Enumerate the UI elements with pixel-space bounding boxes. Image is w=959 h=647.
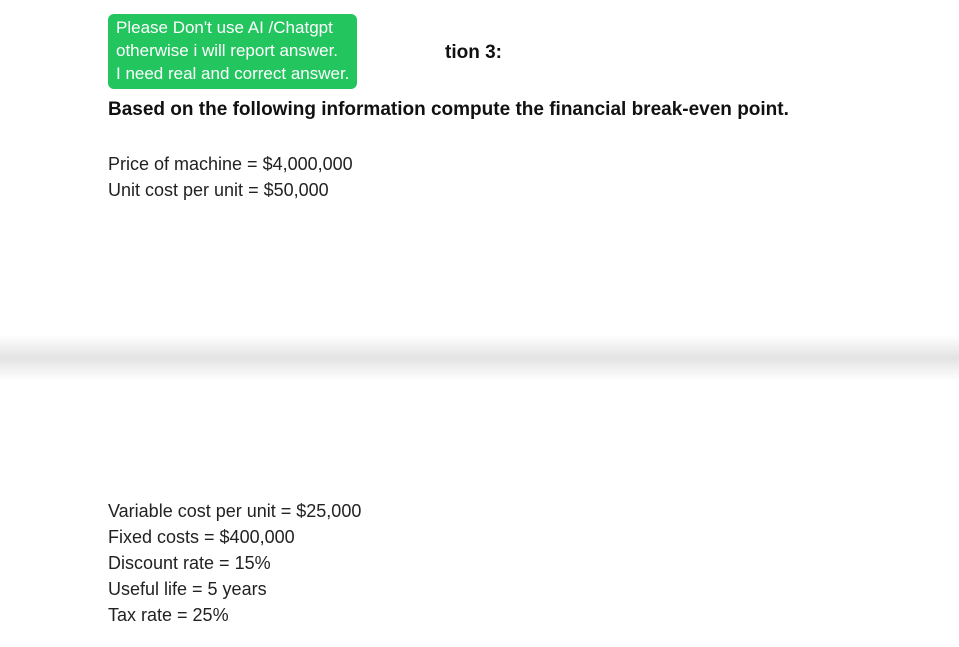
warning-line-3: I need real and correct answer. (116, 63, 349, 86)
content-wrapper: Please Don't use AI /Chatgpt otherwise i… (0, 0, 959, 203)
unit-cost-per-unit: Unit cost per unit = $50,000 (108, 177, 959, 203)
price-of-machine: Price of machine = $4,000,000 (108, 151, 959, 177)
question-label-partial: tion 3: (445, 42, 502, 64)
warning-line-1: Please Don't use AI /Chatgpt (116, 17, 349, 40)
fixed-costs: Fixed costs = $400,000 (108, 524, 361, 550)
info-block-top: Price of machine = $4,000,000 Unit cost … (108, 151, 959, 203)
warning-line-2: otherwise i will report answer. (116, 40, 349, 63)
header-row: Please Don't use AI /Chatgpt otherwise i… (108, 14, 959, 89)
useful-life: Useful life = 5 years (108, 576, 361, 602)
discount-rate: Discount rate = 15% (108, 550, 361, 576)
prompt-text: Based on the following information compu… (108, 99, 959, 121)
warning-box: Please Don't use AI /Chatgpt otherwise i… (108, 14, 357, 89)
variable-cost-per-unit: Variable cost per unit = $25,000 (108, 498, 361, 524)
divider-band (0, 335, 959, 381)
tax-rate: Tax rate = 25% (108, 602, 361, 628)
info-block-bottom: Variable cost per unit = $25,000 Fixed c… (108, 498, 361, 628)
